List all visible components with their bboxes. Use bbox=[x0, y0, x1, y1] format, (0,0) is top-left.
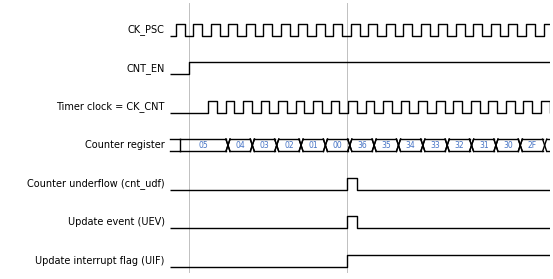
Text: 05: 05 bbox=[199, 141, 208, 150]
Text: 30: 30 bbox=[503, 141, 513, 150]
Text: CNT_EN: CNT_EN bbox=[126, 63, 165, 74]
Text: 34: 34 bbox=[406, 141, 415, 150]
Text: 35: 35 bbox=[382, 141, 391, 150]
Text: 31: 31 bbox=[479, 141, 488, 150]
Text: 01: 01 bbox=[309, 141, 318, 150]
Text: Update event (UEV): Update event (UEV) bbox=[67, 217, 165, 227]
Text: 02: 02 bbox=[284, 141, 294, 150]
Text: Update interrupt flag (UIF): Update interrupt flag (UIF) bbox=[35, 256, 165, 266]
Text: 32: 32 bbox=[455, 141, 464, 150]
Text: CK_PSC: CK_PSC bbox=[128, 24, 165, 35]
Text: Timer clock = CK_CNT: Timer clock = CK_CNT bbox=[56, 101, 165, 112]
Text: 03: 03 bbox=[260, 141, 269, 150]
Text: 2F: 2F bbox=[528, 141, 537, 150]
Text: 36: 36 bbox=[357, 141, 367, 150]
Text: 04: 04 bbox=[235, 141, 245, 150]
Text: 00: 00 bbox=[333, 141, 342, 150]
Text: 33: 33 bbox=[430, 141, 440, 150]
Text: Counter register: Counter register bbox=[85, 140, 165, 150]
Text: Counter underflow (cnt_udf): Counter underflow (cnt_udf) bbox=[27, 178, 165, 189]
